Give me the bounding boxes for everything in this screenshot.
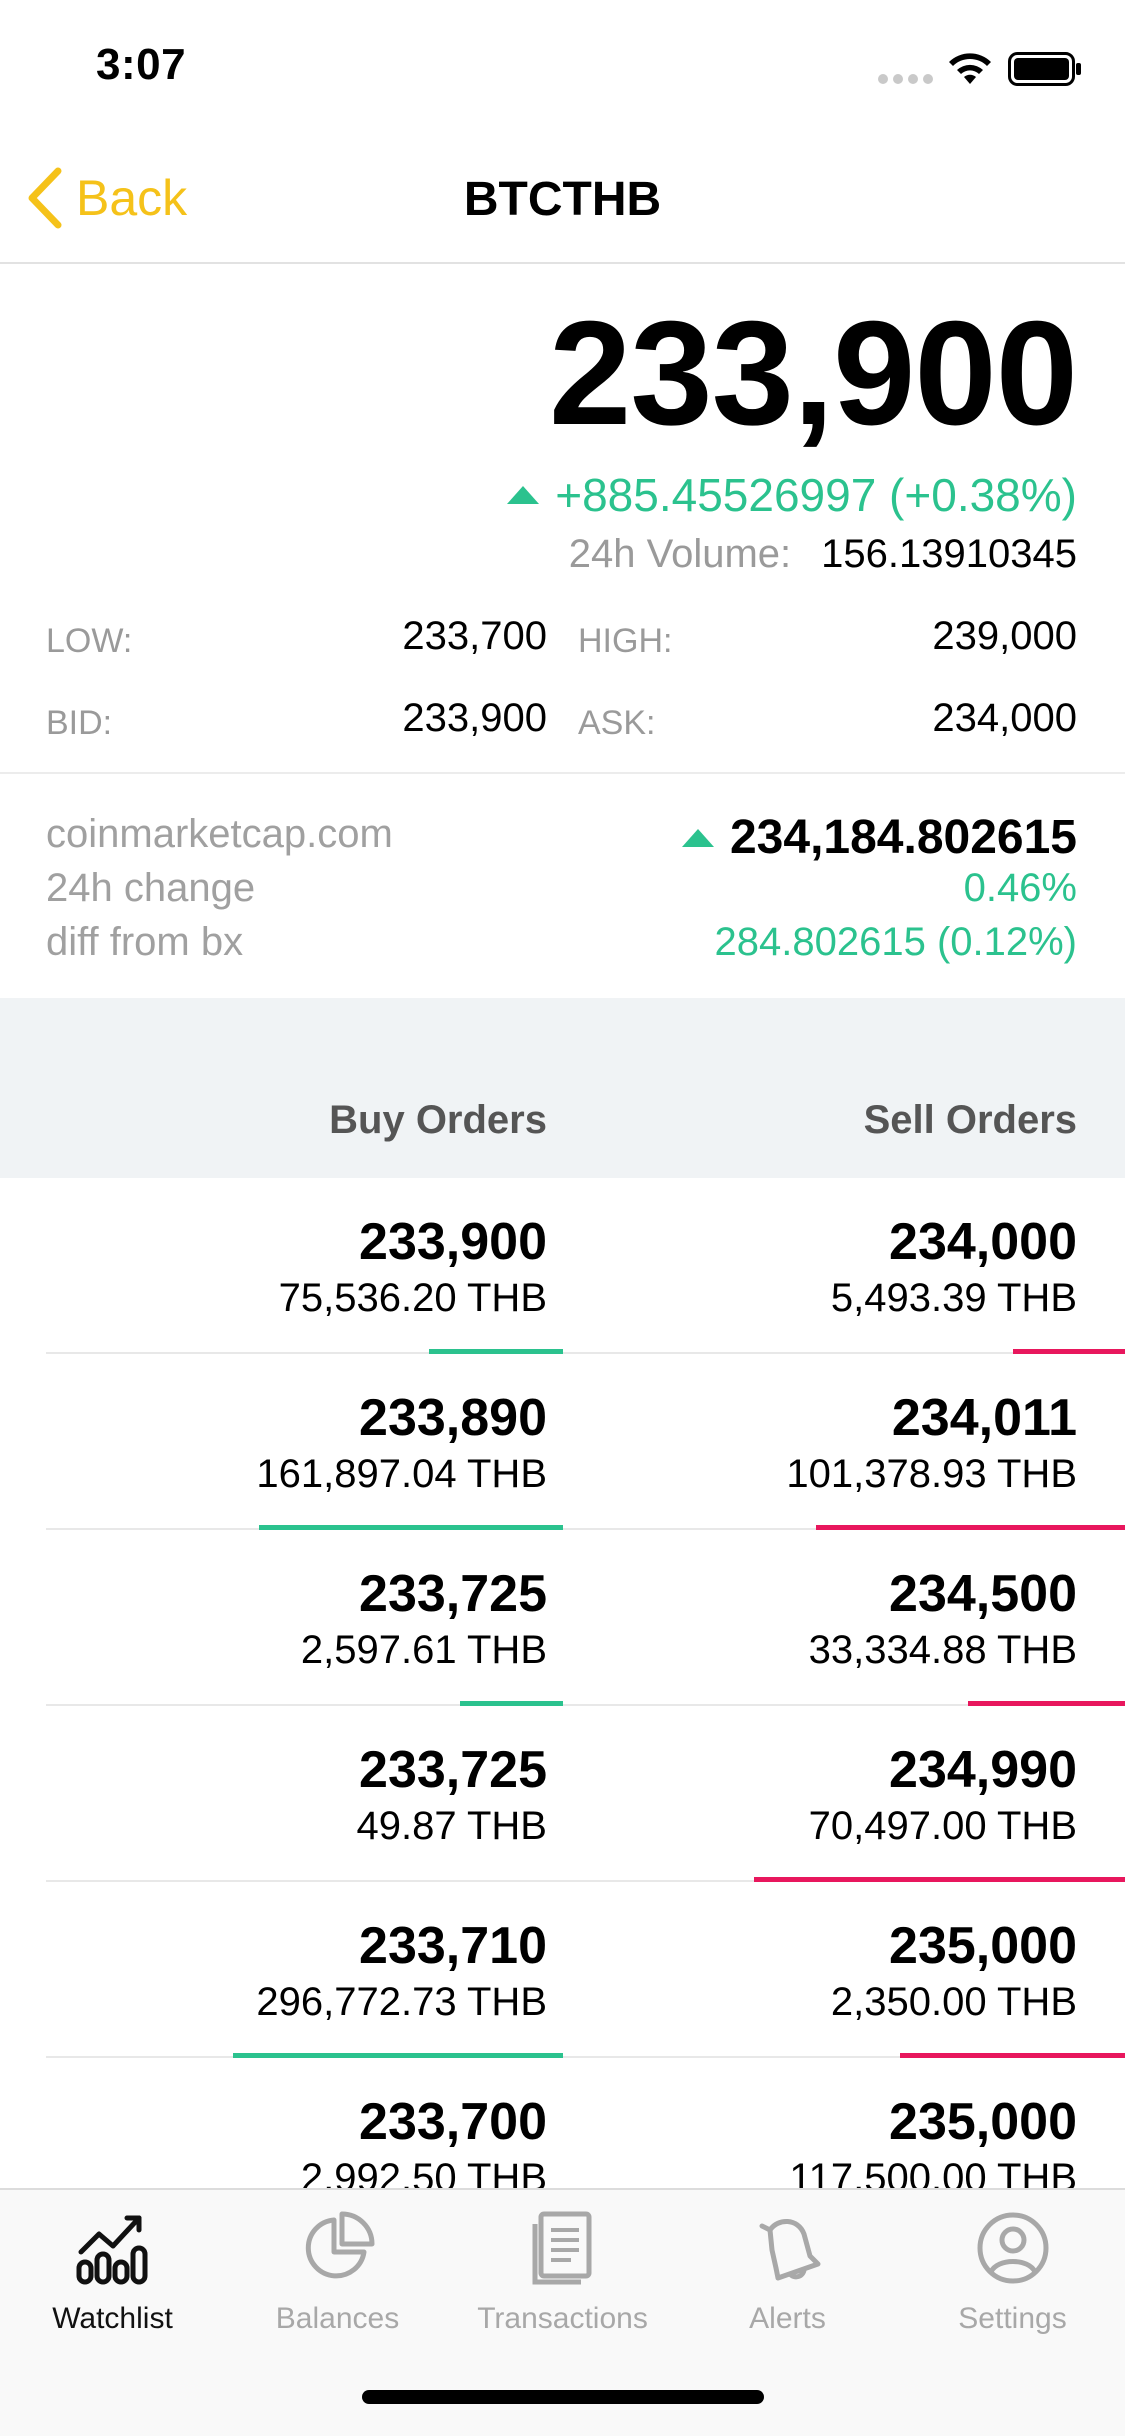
buy-price: 233,710 [359, 1917, 547, 1975]
status-time: 3:07 [96, 40, 187, 89]
cellular-signal-icon [878, 74, 934, 84]
buy-depth-bar [259, 1525, 563, 1530]
buy-depth-bar [233, 2053, 563, 2058]
row-divider [46, 1352, 1125, 1354]
buy-amount: 75,536.20 THB [278, 1276, 547, 1320]
sell-price: 235,000 [889, 2093, 1077, 2151]
buy-depth-bar [460, 1701, 563, 1706]
sell-price: 234,000 [889, 1213, 1077, 1271]
divider [0, 772, 1125, 774]
buy-orders-header: Buy Orders [329, 1098, 547, 1142]
row-divider [46, 1704, 1125, 1706]
buy-price: 233,725 [359, 1565, 547, 1623]
sell-amount: 117,500.00 THB [789, 2156, 1077, 2188]
sell-orders-header: Sell Orders [863, 1098, 1077, 1142]
watchlist-chart-icon [76, 2215, 147, 2285]
ask-label: ASK: [578, 704, 656, 742]
row-divider [46, 1528, 1125, 1530]
page-title: BTCTHB [463, 173, 662, 226]
order-row: 233,890 161,897.04 THB 234,011 101,378.9… [0, 1354, 1125, 1530]
price-change-value: +885.45526997 (+0.38%) [555, 469, 1077, 521]
sell-price: 235,000 [889, 1917, 1077, 1975]
up-arrow-icon [507, 486, 540, 504]
sell-price: 234,011 [891, 1389, 1077, 1447]
document-list-icon [532, 2211, 591, 2285]
battery-icon [1008, 52, 1081, 86]
cmc-diff-label: diff from bx [46, 920, 244, 964]
orders-header: Buy Orders Sell Orders [0, 998, 1125, 1178]
sell-amount: 33,334.88 THB [808, 1628, 1077, 1672]
sell-amount: 101,378.93 THB [786, 1452, 1077, 1496]
cmc-change-value: 0.46% [963, 866, 1077, 910]
sell-depth-bar [968, 1701, 1125, 1706]
order-row: 233,710 296,772.73 THB 235,000 2,350.00 … [0, 1882, 1125, 2058]
buy-amount: 2,597.61 THB [300, 1628, 547, 1672]
back-label: Back [76, 170, 188, 226]
bid-value: 233,900 [402, 696, 547, 740]
order-row: 233,700 2,992.50 THB 235,000 117,500.00 … [0, 2058, 1125, 2188]
wifi-icon [949, 53, 991, 84]
sell-depth-bar [816, 1525, 1125, 1530]
tab-label: Alerts [749, 2302, 826, 2335]
buy-amount: 2,992.50 THB [300, 2156, 547, 2188]
sell-amount: 70,497.00 THB [808, 1804, 1077, 1848]
sell-depth-bar [900, 2053, 1125, 2058]
sell-depth-bar [1013, 1349, 1125, 1354]
low-value: 233,700 [402, 614, 547, 658]
cmc-change-label: 24h change [46, 866, 256, 910]
row-divider [46, 1880, 1125, 1882]
buy-price: 233,900 [359, 1213, 547, 1271]
cmc-price-value: 234,184.802615 [729, 811, 1077, 864]
tab-settings[interactable]: Settings [900, 2208, 1125, 2348]
sell-amount: 2,350.00 THB [830, 1980, 1077, 2024]
tab-label: Watchlist [52, 2302, 173, 2335]
buy-depth-bar [429, 1349, 563, 1354]
row-divider [46, 2056, 1125, 2058]
volume-label: 24h Volume: [568, 532, 792, 576]
tab-alerts[interactable]: Alerts [675, 2208, 900, 2348]
pie-chart-icon [305, 2211, 374, 2279]
cmc-diff-value: 284.802615 (0.12%) [714, 920, 1078, 964]
home-indicator[interactable] [362, 2390, 764, 2404]
buy-amount: 49.87 THB [356, 1804, 548, 1848]
cmc-source-label: coinmarketcap.com [46, 812, 393, 856]
low-label: LOW: [46, 622, 133, 660]
tab-label: Transactions [477, 2302, 648, 2335]
sell-price: 234,990 [889, 1741, 1077, 1799]
chevron-left-icon [28, 167, 62, 229]
tab-watchlist[interactable]: Watchlist [0, 2208, 225, 2348]
volume-row: 24h Volume: 156.13910345 [569, 532, 1077, 577]
bell-icon [759, 2219, 820, 2281]
bid-label: BID: [46, 704, 113, 742]
order-book[interactable]: 233,900 75,536.20 THB 234,000 5,493.39 T… [0, 1178, 1125, 2188]
sell-depth-bar [754, 1877, 1125, 1882]
status-bar: 3:07 [0, 0, 1125, 132]
sell-price: 234,500 [889, 1565, 1077, 1623]
order-row: 233,725 2,597.61 THB 234,500 33,334.88 T… [0, 1530, 1125, 1706]
buy-price: 233,700 [359, 2093, 547, 2151]
up-arrow-icon [681, 828, 714, 847]
user-circle-icon [977, 2212, 1048, 2284]
high-value: 239,000 [932, 614, 1077, 658]
tab-transactions[interactable]: Transactions [450, 2208, 675, 2348]
tab-label: Settings [958, 2302, 1067, 2335]
buy-amount: 296,772.73 THB [256, 1980, 547, 2024]
tab-balances[interactable]: Balances [225, 2208, 450, 2348]
back-button[interactable]: Back [24, 162, 187, 234]
buy-amount: 161,897.04 THB [256, 1452, 547, 1496]
last-price: 233,900 [549, 291, 1078, 456]
navigation-bar: Back BTCTHB [0, 132, 1125, 264]
order-row: 233,900 75,536.20 THB 234,000 5,493.39 T… [0, 1178, 1125, 1354]
high-label: HIGH: [578, 622, 673, 660]
cmc-price: 234,184.802615 [681, 810, 1077, 865]
tab-label: Balances [275, 2302, 400, 2335]
sell-amount: 5,493.39 THB [830, 1276, 1077, 1320]
buy-price: 233,890 [359, 1389, 547, 1447]
ask-value: 234,000 [932, 696, 1077, 740]
order-row: 233,725 49.87 THB 234,990 70,497.00 THB [0, 1706, 1125, 1882]
volume-value: 156.13910345 [821, 532, 1077, 576]
price-change: +885.45526997 (+0.38%) [507, 468, 1077, 522]
buy-price: 233,725 [359, 1741, 547, 1799]
